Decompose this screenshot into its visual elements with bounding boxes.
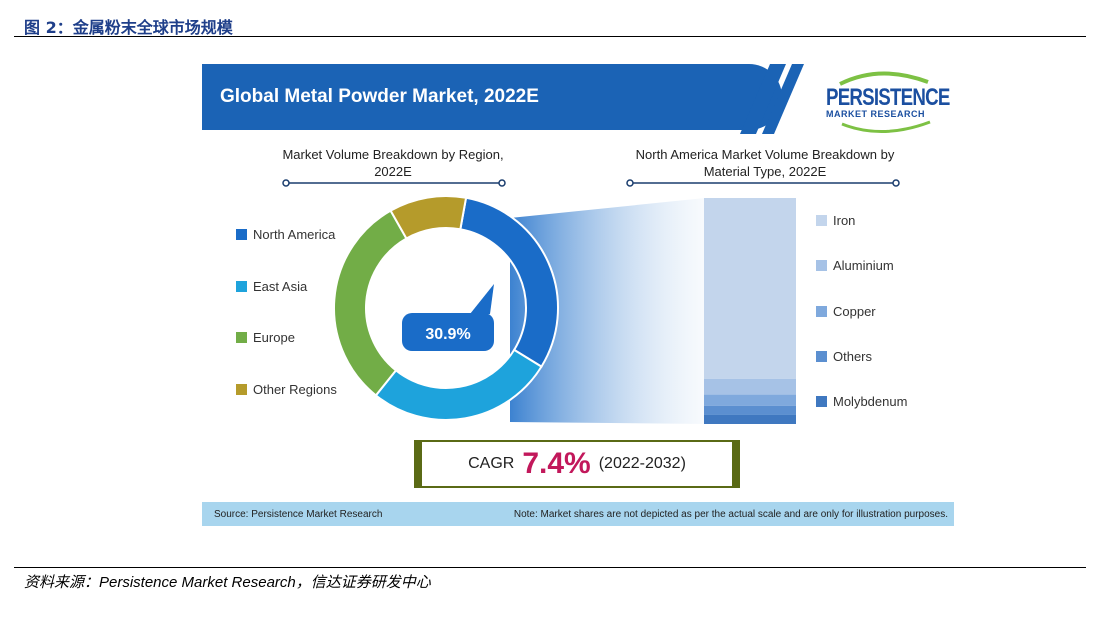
figure-header: 图 2：金属粉末全球市场规模 (14, 6, 1086, 37)
legend-item-copper: Copper (816, 304, 876, 319)
bar-segment-molybdenum (704, 414, 796, 424)
donut-chart (333, 195, 559, 421)
legend-item-aluminium: Aluminium (816, 258, 894, 273)
legend-swatch (236, 280, 247, 292)
banner-stripes (740, 64, 804, 134)
source-bar: Source: Persistence Market Research Note… (202, 502, 954, 526)
legend-item-east-asia: East Asia (236, 279, 307, 294)
footer-source: 资料来源：Persistence Market Research，信达证券研发中… (24, 574, 431, 591)
donut-chart-title: Market Volume Breakdown by Region, 2022E (282, 147, 504, 179)
banner-title: Global Metal Powder Market, 2022E (220, 86, 539, 107)
highlight-value-label: 30.9% (425, 326, 470, 343)
bar-segment-aluminium (704, 378, 796, 395)
legend-label: Molybdenum (833, 394, 908, 410)
source-text: Source: Persistence Market Research (214, 509, 383, 520)
donut-slice-europe (333, 209, 408, 397)
logo-sub-text: MARKET RESEARCH (826, 109, 926, 119)
legend-item-others: Others (816, 349, 872, 364)
legend-swatch (816, 215, 827, 226)
legend-item-iron: Iron (816, 213, 855, 228)
bar-segment-iron (704, 198, 796, 379)
figure-title: 图 2：金属粉末全球市场规模 (24, 18, 233, 37)
logo-main-text: PERSISTENCE (826, 84, 950, 111)
legend-swatch (236, 332, 247, 343)
bar-chart-title: North America Market Volume Breakdown by… (635, 147, 895, 179)
title-banner: Global Metal Powder Market, 2022E (202, 64, 782, 130)
bar-segment-copper (704, 394, 796, 406)
cagr-label: CAGR (468, 455, 515, 472)
legend-swatch (816, 260, 827, 272)
legend-swatch (236, 383, 247, 395)
legend-swatch (236, 229, 247, 240)
note-text: Note: Market shares are not depicted as … (513, 509, 948, 520)
title-underline-left (282, 179, 506, 187)
persistence-logo: PERSISTENCE MARKET RESEARCH (820, 66, 950, 136)
legend-item-north-america: North America (236, 227, 335, 242)
chart-canvas: 30.9% (282, 179, 900, 424)
legend-label: Europe (253, 330, 295, 345)
cagr-value: 7.4% (522, 447, 591, 480)
donut-slice-other-regions (389, 195, 468, 240)
footer-divider (14, 567, 1086, 568)
stacked-bar-chart (704, 198, 796, 424)
bar-segment-others (704, 405, 796, 415)
legend-swatch (816, 396, 827, 408)
legend-label: North America (253, 227, 336, 242)
cagr-period: (2022-2032) (598, 455, 686, 472)
highlight-callout: 30.9% (402, 284, 494, 351)
legend-item-other-regions: Other Regions (236, 382, 337, 397)
legend-swatch (816, 305, 827, 317)
cagr-box: CAGR 7.4% (2022-2032) (414, 440, 740, 488)
legend-label: Others (833, 348, 873, 364)
legend-item-molybdenum: Molybdenum (816, 394, 907, 409)
zoom-connector (510, 198, 705, 424)
legend-label: Iron (833, 213, 856, 228)
legend-label: Other Regions (253, 381, 337, 397)
legend-label: East Asia (253, 278, 308, 294)
legend-label: Copper (833, 303, 876, 319)
legend-swatch (816, 350, 827, 362)
title-underline-right (626, 179, 900, 187)
logo-swoosh-icon (839, 71, 931, 133)
legend-item-europe: Europe (236, 330, 295, 345)
legend-label: Aluminium (833, 258, 894, 274)
infographic: Global Metal Powder Market, 2022E PERSIS… (200, 60, 956, 530)
